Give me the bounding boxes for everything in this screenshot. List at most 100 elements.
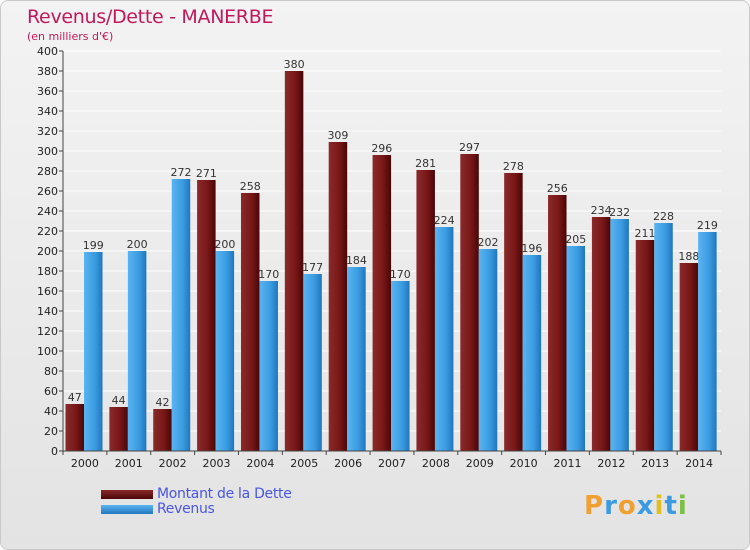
data-label-revenus: 205 <box>565 233 586 246</box>
data-label-dette: 44 <box>112 394 126 407</box>
bar-revenus <box>303 274 322 451</box>
data-label-dette: 309 <box>327 129 348 142</box>
bar-revenus <box>522 255 542 451</box>
data-label-dette: 297 <box>459 141 480 154</box>
bar-revenus <box>127 251 147 451</box>
bar-dette <box>284 71 304 451</box>
bar-revenus <box>566 246 586 451</box>
proxiti-logo: Proxiti <box>584 491 688 521</box>
x-tick-label: 2010 <box>510 457 538 470</box>
data-label-revenus: 224 <box>434 214 455 227</box>
bar-dette <box>679 263 699 451</box>
logo-letter: i <box>677 491 688 521</box>
y-tick-label: 380 <box>37 65 58 78</box>
x-tick-label: 2006 <box>334 457 362 470</box>
y-axis-ticks: 0 20 40 60 80 100 120 140 160 180 200 220 240 260 280 3… <box>37 45 63 458</box>
x-axis-ticks: 2000 2001 2002 2003 2004 2005 2006 2007 2008 2009… <box>62 451 722 470</box>
x-tick-label: 2007 <box>378 457 406 470</box>
bar-revenus <box>259 281 278 451</box>
data-label-dette: 296 <box>371 142 392 155</box>
bar-revenus <box>347 267 366 451</box>
bar-revenus <box>434 227 454 451</box>
bar-revenus <box>654 223 673 451</box>
legend-label-revenus: Revenus <box>157 501 215 517</box>
data-label-revenus: 196 <box>521 242 542 255</box>
data-label-revenus: 219 <box>697 219 718 232</box>
data-label-dette: 47 <box>68 391 82 404</box>
x-tick-label: 2013 <box>641 457 669 470</box>
data-label-revenus: 170 <box>390 268 411 281</box>
bar-dette <box>635 240 655 451</box>
y-tick-label: 120 <box>37 325 58 338</box>
legend-swatch-dette <box>101 490 153 499</box>
data-label-dette: 211 <box>635 227 656 240</box>
legend-swatch-revenus <box>101 505 153 514</box>
x-tick-label: 2003 <box>203 457 231 470</box>
y-tick-label: 220 <box>37 225 58 238</box>
y-tick-label: 320 <box>37 125 58 138</box>
data-label-dette: 258 <box>240 180 261 193</box>
y-tick-label: 300 <box>37 145 58 158</box>
bar-revenus <box>610 219 629 451</box>
y-tick-label: 100 <box>37 345 58 358</box>
y-tick-label: 40 <box>44 405 58 418</box>
x-tick-label: 2009 <box>466 457 494 470</box>
data-label-revenus: 202 <box>478 236 499 249</box>
bar-revenus <box>698 232 717 451</box>
y-tick-label: 260 <box>37 185 58 198</box>
bars-group: 47 199 44 200 42 272 271 200 258 170 380 177 309 184 2… <box>65 58 718 451</box>
data-label-revenus: 228 <box>653 210 674 223</box>
x-tick-label: 2001 <box>115 457 143 470</box>
x-tick-label: 2002 <box>159 457 187 470</box>
bar-dette <box>416 170 435 451</box>
data-label-revenus: 170 <box>258 268 279 281</box>
y-tick-label: 340 <box>37 105 58 118</box>
x-tick-label: 2012 <box>597 457 625 470</box>
bar-revenus <box>215 251 235 451</box>
data-label-dette: 271 <box>196 167 217 180</box>
bar-revenus <box>391 281 410 451</box>
y-tick-label: 80 <box>44 365 58 378</box>
y-tick-label: 0 <box>51 445 58 458</box>
y-tick-label: 400 <box>37 45 58 58</box>
logo-letter: i <box>654 491 665 521</box>
bar-dette <box>460 154 479 451</box>
chart-subtitle: (en milliers d'€) <box>27 30 114 43</box>
chart-title: Revenus/Dette - MANERBE <box>27 6 274 28</box>
data-label-revenus: 199 <box>83 239 104 252</box>
y-tick-label: 140 <box>37 305 58 318</box>
logo-letter: t <box>664 491 678 521</box>
bar-dette <box>591 217 611 451</box>
y-tick-label: 20 <box>44 425 58 438</box>
data-label-revenus: 200 <box>214 238 235 251</box>
y-tick-label: 360 <box>37 85 58 98</box>
bar-revenus <box>171 179 191 451</box>
data-label-revenus: 272 <box>170 166 191 179</box>
y-tick-label: 160 <box>37 285 58 298</box>
logo-letter: r <box>604 491 618 521</box>
x-tick-label: 2011 <box>553 457 581 470</box>
bar-dette <box>197 180 216 451</box>
bar-revenus <box>478 249 498 451</box>
data-label-dette: 278 <box>503 160 524 173</box>
data-label-dette: 42 <box>155 396 169 409</box>
bar-revenus <box>84 252 103 451</box>
data-label-dette: 281 <box>415 157 436 170</box>
data-label-revenus: 200 <box>127 238 148 251</box>
data-label-dette: 188 <box>678 250 699 263</box>
legend-label-dette: Montant de la Dette <box>157 486 292 502</box>
bar-dette <box>328 142 348 451</box>
data-label-revenus: 184 <box>346 254 367 267</box>
logo-letter: o <box>617 491 637 521</box>
bar-dette <box>65 404 84 451</box>
x-tick-label: 2004 <box>246 457 274 470</box>
data-label-revenus: 177 <box>302 261 323 274</box>
y-tick-label: 180 <box>37 265 58 278</box>
x-tick-label: 2008 <box>422 457 450 470</box>
y-tick-label: 280 <box>37 165 58 178</box>
logo-letter: x <box>636 491 655 521</box>
y-tick-label: 240 <box>37 205 58 218</box>
data-label-dette: 234 <box>591 204 612 217</box>
data-label-dette: 256 <box>547 182 568 195</box>
